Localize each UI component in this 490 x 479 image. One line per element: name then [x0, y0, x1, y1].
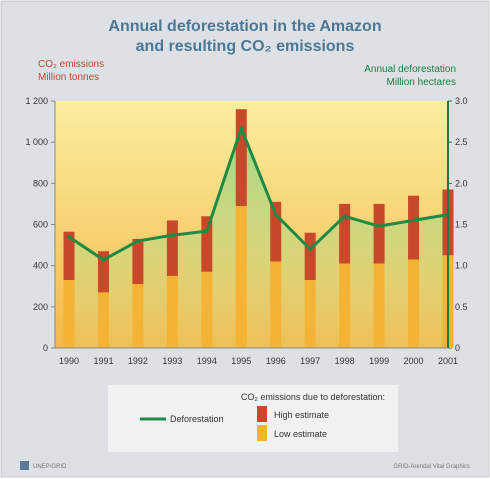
left-tick-label: 600	[33, 220, 48, 230]
bar-high-estimate	[132, 238, 144, 285]
right-tick-label: 0.5	[455, 302, 468, 312]
bar-high-estimate	[270, 201, 282, 262]
x-tick-label: 2000	[404, 356, 424, 366]
bar-low-estimate	[408, 259, 420, 348]
right-axis-label-line1: Annual deforestation	[364, 64, 456, 75]
deforestation-point	[377, 224, 381, 228]
bar-high-estimate	[63, 231, 75, 281]
legend-low-swatch	[257, 425, 267, 441]
deforestation-point	[308, 247, 312, 251]
bar-low-estimate	[63, 280, 75, 348]
x-tick-label: 1997	[300, 356, 320, 366]
bar-low-estimate	[235, 205, 247, 348]
left-axis-label-line1: CO₂ emissions	[38, 59, 104, 70]
svg-text:UNEP/GRID: UNEP/GRID	[33, 464, 67, 470]
x-tick-label: 1998	[335, 356, 355, 366]
x-tick-label: 1995	[231, 356, 251, 366]
bar-high-estimate	[304, 232, 316, 281]
publisher-logo: UNEP/GRID	[20, 461, 67, 470]
deforestation-point	[67, 235, 71, 239]
legend-line-label: Deforestation	[170, 414, 224, 424]
x-tick-label: 1999	[369, 356, 389, 366]
deforestation-point	[342, 214, 347, 219]
deforestation-point	[101, 258, 106, 262]
bar-high-estimate	[373, 203, 385, 264]
bar-low-estimate	[132, 284, 144, 348]
chart-title-line1: Annual deforestation in the Amazon	[108, 18, 381, 35]
x-axis-ticks: 1990 1991 1992 1993 1994 1995 1996 1997 1998 1999…	[59, 356, 458, 366]
right-axis-label-line2: Million hectares	[387, 77, 456, 88]
right-tick-label: 3.0	[455, 96, 468, 106]
bar-high-estimate	[97, 251, 109, 293]
legend-title: CO₂ emissions due to deforestation:	[241, 392, 385, 402]
right-tick-label: 2.0	[455, 178, 468, 188]
right-tick-label: 2.5	[455, 137, 468, 147]
left-tick-label: 1 000	[25, 137, 48, 147]
bar-low-estimate	[373, 263, 385, 348]
credit-text: GRID-Arendal Vital Graphics	[393, 464, 470, 470]
left-tick-label: 400	[33, 261, 48, 271]
deforestation-point	[411, 218, 416, 223]
deforestation-point	[170, 233, 175, 238]
right-tick-label: 0	[455, 343, 460, 353]
x-tick-label: 1990	[59, 356, 79, 366]
right-tick-label: 1.0	[455, 261, 468, 271]
bar-low-estimate	[201, 271, 213, 348]
x-tick-label: 1991	[93, 356, 113, 366]
bar-high-estimate	[201, 216, 213, 272]
legend-high-swatch	[257, 406, 267, 422]
deforestation-point	[273, 212, 278, 217]
deforestation-line	[68, 126, 449, 262]
left-tick-label: 800	[33, 178, 48, 188]
legend-high-label: High estimate	[274, 410, 329, 420]
x-tick-label: 1993	[162, 356, 182, 366]
bar-low-estimate	[339, 263, 351, 348]
bar-low-estimate	[97, 292, 109, 348]
x-tick-label: 1992	[128, 356, 148, 366]
bar-low-estimate	[304, 280, 316, 348]
bar-low-estimate	[270, 261, 282, 348]
chart-title-line2: and resulting CO₂ emissions	[136, 38, 355, 55]
bar-high-estimate	[408, 195, 420, 260]
x-tick-label: 2001	[438, 356, 458, 366]
bar-high-estimate	[339, 203, 351, 264]
bar-low-estimate	[166, 275, 178, 348]
bar-high-estimate	[235, 109, 247, 206]
deforestation-point	[239, 126, 244, 130]
deforestation-area	[69, 128, 448, 348]
x-tick-label: 1996	[266, 356, 286, 366]
left-axis-ticks: 0 200 400 600 800 1 000 1 200	[25, 96, 55, 353]
left-tick-label: 200	[33, 302, 48, 312]
left-tick-label: 0	[43, 343, 48, 353]
deforestation-point	[205, 229, 209, 233]
bar-high-estimate	[166, 220, 178, 276]
x-tick-label: 1994	[197, 356, 217, 366]
deforestation-point	[136, 239, 140, 243]
left-tick-label: 1 200	[25, 96, 48, 106]
left-axis-label-line2: Million tonnes	[38, 72, 99, 83]
right-tick-label: 1.5	[455, 220, 468, 230]
legend-low-label: Low estimate	[274, 429, 327, 439]
